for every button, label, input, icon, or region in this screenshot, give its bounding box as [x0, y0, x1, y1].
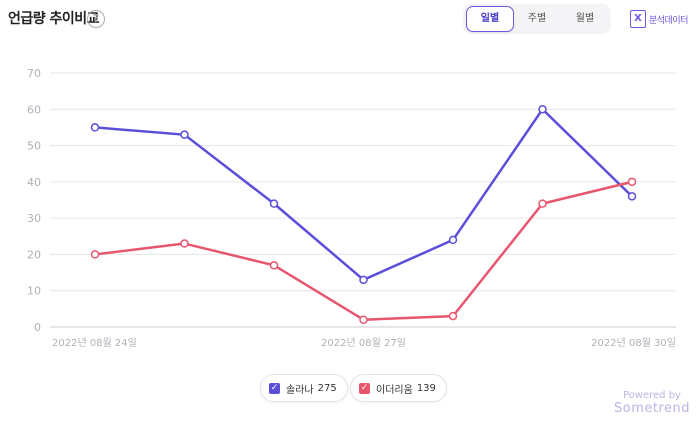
tab-weekly[interactable]: 주별 — [527, 13, 547, 24]
legend-label: 솔라나 — [286, 384, 314, 396]
period-tabs: 일별 주별 월별 — [463, 4, 611, 34]
legend-label: 이더리움 — [376, 384, 413, 396]
y-tick-label: 70 — [27, 67, 41, 80]
legend-item-ethereum[interactable]: ✓ 이더리움 139 — [350, 374, 447, 402]
y-tick-label: 10 — [27, 285, 41, 298]
data-point — [269, 199, 279, 208]
x-tick-label: 2022년 08월 30일 — [591, 337, 676, 349]
checkbox-checked-icon[interactable]: ✓ — [269, 382, 280, 394]
y-tick-label: 40 — [27, 176, 41, 189]
data-point — [180, 239, 189, 248]
data-point — [269, 261, 279, 270]
data-point — [359, 275, 368, 285]
excel-icon: X — [630, 10, 646, 28]
data-point — [627, 177, 637, 187]
download-data-button[interactable]: X 분석데이터 — [630, 10, 688, 28]
y-tick-label: 0 — [34, 321, 41, 334]
y-tick-label: 20 — [27, 248, 41, 261]
checkbox-checked-icon[interactable]: ✓ — [359, 382, 370, 394]
legend-count: 275 — [317, 382, 337, 394]
help-icon[interactable]: ? — [87, 10, 105, 28]
data-point — [180, 130, 189, 139]
tab-monthly[interactable]: 월별 — [575, 13, 595, 24]
powered-by-branding: Powered by Sometrend — [614, 390, 690, 416]
data-point — [359, 315, 368, 324]
data-point — [90, 250, 100, 259]
y-tick-label: 60 — [27, 103, 41, 116]
tab-daily[interactable]: 일별 — [466, 6, 514, 32]
y-tick-label: 50 — [27, 140, 41, 153]
y-tick-label: 30 — [27, 212, 41, 225]
x-tick-label: 2022년 08월 24일 — [52, 337, 137, 349]
data-point — [448, 235, 458, 245]
data-point — [627, 192, 637, 201]
data-point — [538, 105, 547, 114]
legend-item-solana[interactable]: ✓ 솔라나 275 — [260, 374, 348, 402]
data-point — [90, 123, 100, 132]
download-data-label: 분석데이터 — [649, 15, 688, 26]
series-line-1 — [94, 180, 633, 321]
x-tick-label: 2022년 08월 27일 — [321, 337, 406, 349]
data-point — [448, 311, 458, 321]
chart-title: 언급량 추이비교 — [8, 11, 100, 27]
brand-logo-text: Sometrend — [613, 401, 690, 416]
legend-count: 139 — [416, 382, 436, 394]
powered-by-text: Powered by — [623, 390, 681, 401]
data-point — [538, 199, 547, 208]
